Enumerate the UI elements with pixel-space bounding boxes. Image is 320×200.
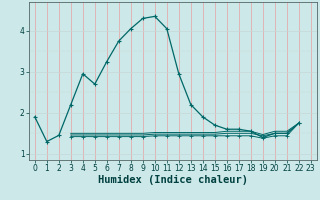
X-axis label: Humidex (Indice chaleur): Humidex (Indice chaleur) — [98, 175, 248, 185]
